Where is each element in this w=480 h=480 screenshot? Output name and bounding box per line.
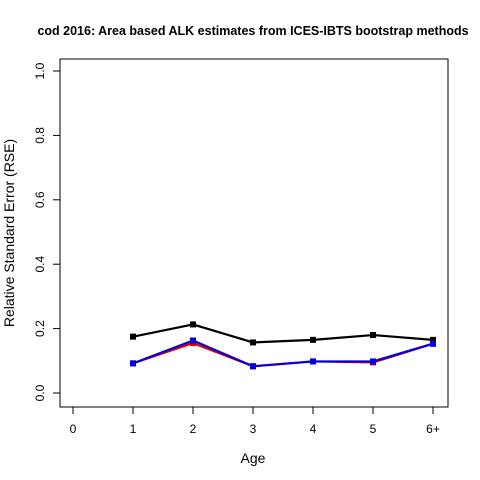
data-point-black: [370, 332, 376, 339]
data-point-black: [190, 321, 196, 328]
data-point-black: [310, 336, 316, 343]
x-tick-label: 5: [370, 422, 377, 436]
x-tick-label: 2: [190, 422, 197, 436]
x-tick-label: 1: [130, 422, 137, 436]
data-point-blue: [430, 340, 436, 347]
data-point-blue: [310, 358, 316, 365]
data-point-blue: [370, 358, 376, 365]
y-axis: 0.0 0.2 0.4 0.6 0.8 1.0: [33, 62, 61, 401]
data-point-black: [250, 339, 256, 346]
x-tick-label: 0: [70, 422, 77, 436]
y-tick-label: 0.2: [33, 320, 47, 337]
y-tick-label: 0.0: [33, 384, 47, 401]
x-axis: 0 1 2 3 4 5 6+: [70, 406, 440, 436]
y-axis-label: Relative Standard Error (RSE): [1, 139, 17, 327]
x-axis-label: Age: [241, 450, 266, 466]
data-point-black: [430, 336, 436, 343]
x-tick-label: 4: [310, 422, 317, 436]
plot-frame: [59, 58, 449, 408]
chart-title: cod 2016: Area based ALK estimates from …: [37, 24, 468, 38]
y-tick-label: 1.0: [33, 62, 47, 79]
series-group: [130, 321, 436, 370]
series-line-black: [132, 323, 434, 344]
y-tick-label: 0.4: [33, 256, 47, 273]
data-point-blue: [130, 360, 136, 367]
y-tick-label: 0.6: [33, 191, 47, 208]
data-point-blue: [250, 363, 256, 370]
y-tick-label: 0.8: [33, 127, 47, 144]
data-point-black: [130, 333, 136, 340]
data-point-blue: [190, 337, 196, 344]
series-blue: [130, 337, 436, 370]
x-tick-label: 3: [250, 422, 257, 436]
x-tick-label: 6+: [426, 422, 440, 436]
series-black: [130, 321, 436, 346]
series-line-blue: [132, 339, 434, 368]
